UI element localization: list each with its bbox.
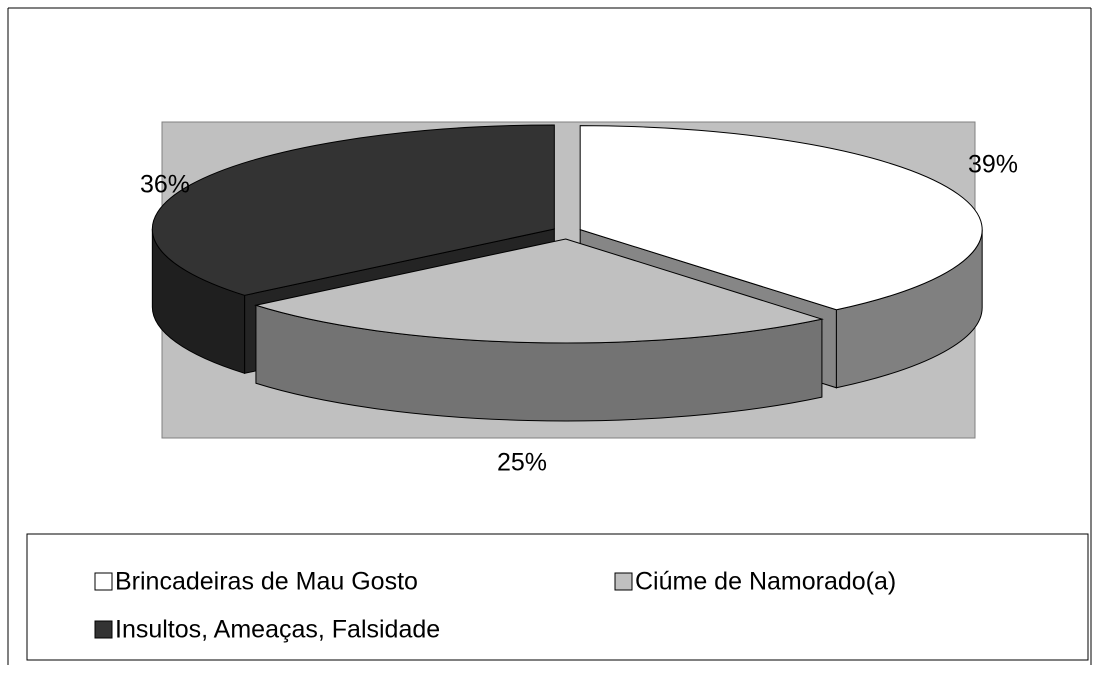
legend-swatch bbox=[94, 572, 113, 591]
data-label: 25% bbox=[497, 449, 547, 477]
data-label: 36% bbox=[140, 171, 190, 199]
top-faces bbox=[151, 124, 983, 344]
slice bbox=[253, 238, 824, 344]
slice bbox=[151, 124, 555, 296]
legend-label: Insultos, Ameaças, Falsidade bbox=[115, 616, 440, 644]
legend-label: Brincadeiras de Mau Gosto bbox=[115, 568, 418, 596]
data-label: 39% bbox=[968, 151, 1018, 179]
legend-swatch bbox=[614, 572, 633, 591]
legend-box bbox=[26, 533, 1089, 661]
legend-label: Ciúme de Namorado(a) bbox=[635, 568, 896, 596]
slice bbox=[579, 125, 983, 311]
legend-swatch bbox=[94, 620, 113, 639]
side-walls bbox=[151, 229, 983, 422]
